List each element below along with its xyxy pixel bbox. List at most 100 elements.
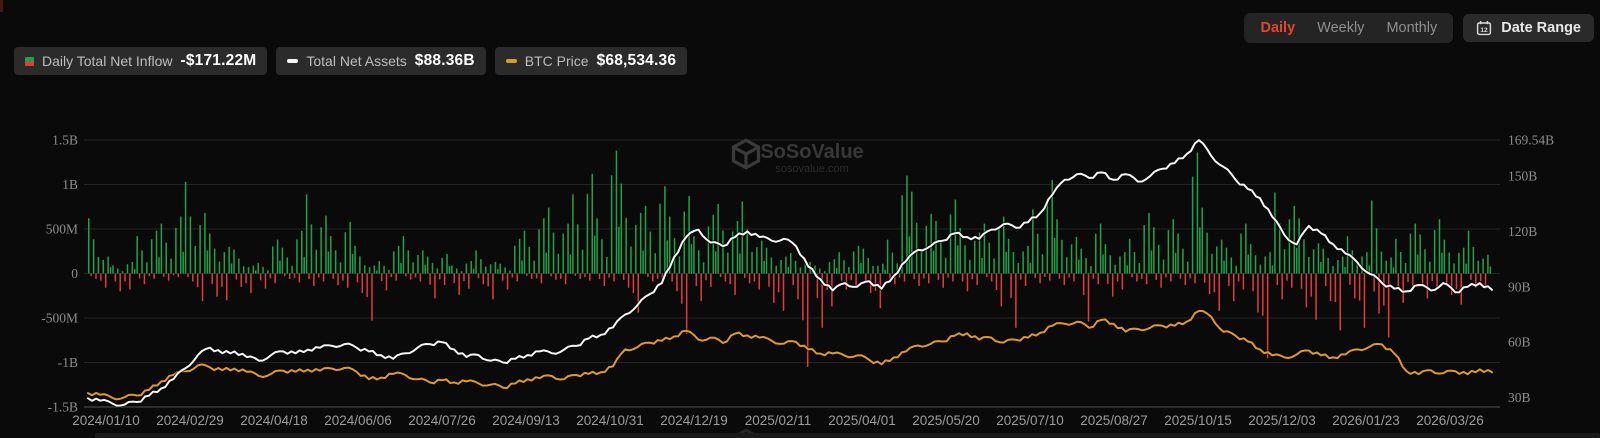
inflow-bar[interactable]: [555, 273, 557, 280]
inflow-bar[interactable]: [828, 262, 831, 274]
inflow-bar[interactable]: [199, 225, 201, 274]
inflow-bar[interactable]: [1387, 273, 1390, 338]
inflow-bar[interactable]: [736, 220, 739, 274]
inflow-bar[interactable]: [388, 269, 390, 274]
inflow-bar[interactable]: [862, 248, 865, 274]
inflow-bar[interactable]: [221, 273, 223, 287]
inflow-bar[interactable]: [1484, 273, 1487, 289]
inflow-bar[interactable]: [702, 262, 705, 274]
inflow-bar[interactable]: [1392, 267, 1395, 274]
inflow-bar[interactable]: [1199, 227, 1201, 274]
inflow-bar[interactable]: [291, 265, 293, 274]
inflow-bar[interactable]: [250, 273, 252, 294]
inflow-bar[interactable]: [1320, 262, 1322, 274]
inflow-bar[interactable]: [271, 246, 274, 274]
inflow-bar[interactable]: [170, 258, 172, 274]
inflow-bar[interactable]: [424, 264, 426, 274]
inflow-bar[interactable]: [867, 258, 869, 274]
inflow-bar[interactable]: [1257, 273, 1259, 313]
inflow-bar[interactable]: [453, 273, 456, 284]
inflow-bar[interactable]: [1148, 212, 1150, 274]
inflow-bar[interactable]: [368, 267, 371, 274]
inflow-bar[interactable]: [1300, 273, 1303, 289]
inflow-bar[interactable]: [436, 268, 439, 274]
inflow-bar[interactable]: [228, 246, 230, 274]
inflow-bar[interactable]: [538, 229, 540, 274]
inflow-bar[interactable]: [344, 232, 347, 274]
inflow-bar[interactable]: [1264, 256, 1266, 274]
inflow-bar[interactable]: [1416, 254, 1419, 274]
inflow-bar[interactable]: [1184, 273, 1187, 286]
inflow-bar[interactable]: [339, 262, 342, 274]
inflow-bar[interactable]: [1213, 273, 1216, 293]
inflow-bar[interactable]: [1107, 273, 1109, 284]
inflow-bar[interactable]: [894, 273, 896, 285]
inflow-bar[interactable]: [913, 273, 915, 280]
inflow-bar[interactable]: [252, 265, 255, 274]
inflow-bar[interactable]: [1153, 227, 1155, 274]
inflow-bar[interactable]: [983, 223, 986, 274]
inflow-bar[interactable]: [373, 265, 376, 274]
inflow-bar[interactable]: [376, 270, 378, 274]
inflow-bar[interactable]: [301, 230, 303, 274]
inflow-bar[interactable]: [756, 247, 758, 274]
inflow-bar[interactable]: [1044, 273, 1046, 278]
inflow-bar[interactable]: [707, 226, 710, 274]
inflow-bar[interactable]: [986, 273, 988, 278]
inflow-bar[interactable]: [165, 242, 167, 274]
inflow-bar[interactable]: [1366, 252, 1368, 274]
inflow-bar[interactable]: [1479, 273, 1482, 282]
inflow-bar[interactable]: [751, 251, 753, 274]
inflow-bar[interactable]: [898, 273, 901, 278]
inflow-bar[interactable]: [153, 273, 155, 279]
inflow-bar[interactable]: [509, 270, 511, 274]
inflow-bar[interactable]: [1237, 273, 1240, 282]
inflow-bar[interactable]: [823, 271, 826, 274]
inflow-bar[interactable]: [700, 273, 702, 302]
inflow-bar[interactable]: [802, 273, 804, 321]
inflow-bar[interactable]: [760, 240, 763, 274]
inflow-bar[interactable]: [521, 260, 523, 274]
net-assets-line[interactable]: [87, 139, 1493, 407]
inflow-bar[interactable]: [109, 267, 112, 274]
inflow-bar[interactable]: [739, 253, 741, 274]
inflow-bar[interactable]: [1472, 247, 1475, 274]
inflow-bar[interactable]: [1470, 273, 1472, 280]
inflow-bar[interactable]: [1368, 265, 1371, 274]
inflow-bar[interactable]: [659, 203, 661, 274]
legend-total-net-assets[interactable]: Total Net Assets $88.36B: [276, 47, 486, 75]
inflow-bar[interactable]: [637, 273, 640, 313]
inflow-bar[interactable]: [366, 273, 368, 298]
inflow-bar[interactable]: [281, 247, 284, 274]
inflow-bar[interactable]: [838, 252, 840, 274]
inflow-bar[interactable]: [419, 273, 422, 282]
inflow-bar[interactable]: [835, 268, 838, 274]
inflow-bar[interactable]: [1182, 248, 1184, 274]
inflow-bar[interactable]: [497, 269, 499, 274]
inflow-bar[interactable]: [806, 273, 809, 367]
inflow-bar[interactable]: [1305, 273, 1308, 308]
inflow-bar[interactable]: [1407, 273, 1409, 282]
inflow-bar[interactable]: [194, 246, 197, 274]
inflow-bar[interactable]: [1136, 273, 1138, 282]
inflow-bar[interactable]: [603, 273, 606, 286]
inflow-bar[interactable]: [119, 273, 121, 292]
inflow-bar[interactable]: [255, 270, 257, 274]
inflow-bar[interactable]: [1143, 225, 1145, 274]
inflow-bar[interactable]: [511, 273, 514, 278]
inflow-bar[interactable]: [1247, 254, 1250, 274]
inflow-bar[interactable]: [1465, 263, 1467, 274]
inflow-bar[interactable]: [797, 273, 799, 300]
inflow-bar[interactable]: [1433, 230, 1436, 274]
inflow-bar[interactable]: [758, 273, 761, 290]
inflow-bar[interactable]: [865, 273, 867, 283]
inflow-bar[interactable]: [264, 273, 267, 289]
inflow-bar[interactable]: [1172, 219, 1174, 274]
inflow-bar[interactable]: [1337, 259, 1339, 274]
inflow-bar[interactable]: [957, 245, 959, 274]
inflow-bar[interactable]: [1119, 256, 1121, 274]
inflow-bar[interactable]: [666, 240, 669, 274]
inflow-bar[interactable]: [417, 254, 419, 274]
inflow-bar[interactable]: [167, 273, 170, 281]
inflow-bar[interactable]: [1102, 254, 1104, 274]
